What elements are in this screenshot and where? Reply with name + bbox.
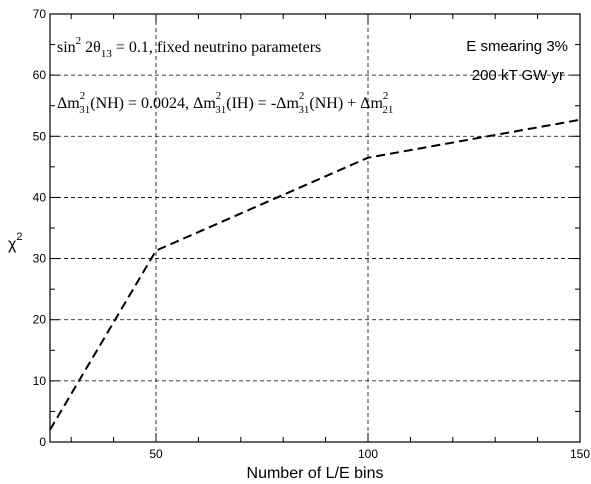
annotation-exposure: 200 kT GW yr: [472, 67, 564, 84]
y-tick-label: 30: [33, 252, 47, 266]
x-axis-title: Number of L/E bins: [247, 465, 384, 482]
series-line: [49, 118, 581, 431]
annotation-mixing-angle: sin2 2θ13 = 0.1, fixed neutrino paramete…: [57, 35, 321, 60]
y-tick-label: 10: [33, 374, 47, 388]
x-tick-label: 150: [570, 447, 590, 461]
y-tick-label: 60: [33, 68, 47, 82]
plot-frame: [49, 13, 581, 443]
y-tick-label: 0: [39, 435, 46, 449]
x-tick-label: 50: [149, 447, 163, 461]
ticks: 0 10 20 30 40 50 60 70 50 100 150: [33, 7, 591, 461]
y-tick-label: 50: [33, 129, 47, 143]
x-tick-label: 100: [358, 447, 378, 461]
annotation-energy-smearing: E smearing 3%: [466, 38, 568, 55]
y-tick-label: 70: [33, 7, 47, 21]
y-axis-title: χ2: [8, 231, 23, 253]
annotation-mass-splitting: Δm2 31(NH) = 0.0024, Δm2 31(IH) = -Δm2 31(N…: [57, 90, 393, 116]
y-tick-label: 40: [33, 190, 47, 204]
y-tick-label: 20: [33, 313, 47, 327]
